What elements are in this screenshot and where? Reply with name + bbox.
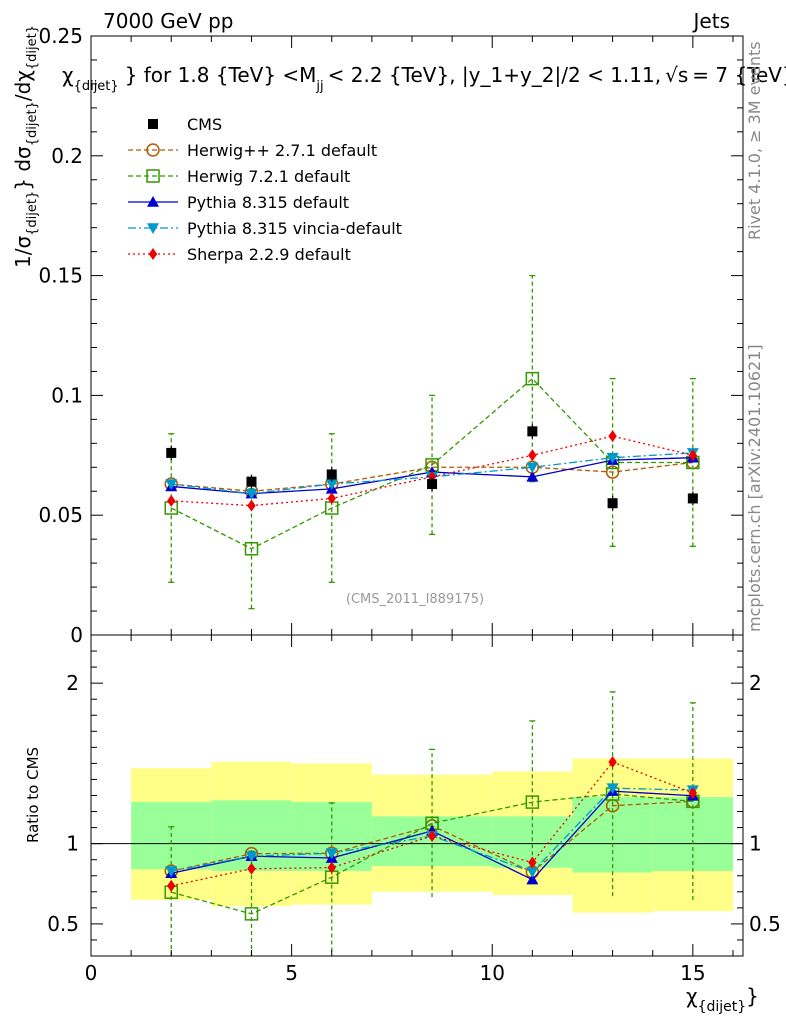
data-point [245,488,258,500]
data-point [526,462,539,474]
y-tick-label: 0 [70,623,83,647]
xlabel-brace: } [746,984,759,1008]
cms-point [687,493,698,504]
ylabel-c-sub: {dijet} [25,25,40,70]
energy-label: 7000 GeV pp [103,9,234,33]
data-point [325,479,338,491]
axes: 0 5 10 15 0 0.05 0.1 0.15 0.2 0.25 0.5 0.5 1 1 2 2 [38,24,780,985]
ratio-tick-label-right: 0.5 [749,912,781,936]
y-tick-label: 0.25 [38,24,83,48]
ratio-point [688,786,698,799]
cms-point [527,426,538,437]
data-point [528,449,537,462]
legend-marker [148,248,158,260]
data-point [327,492,336,505]
ratio-point [245,851,258,863]
data-point [525,371,540,386]
ratio-point [606,783,619,795]
title-chi: χ [62,63,74,87]
legend-marker [146,169,160,183]
legend-marker [147,223,159,234]
cms-point [427,479,438,490]
ylabel-b: dσ [11,146,35,178]
ratio-tick-label-left: 0.5 [47,912,79,936]
x-tick-label: 10 [480,961,505,985]
title-tail: = 7 {TeV} [692,63,786,87]
ratio-point [325,848,338,860]
ylabel-a: 1/σ [11,236,35,268]
ylabel-b-sub: {dijet} [25,101,40,146]
data-point [688,449,698,462]
ratio-point [327,861,336,874]
main-plot [164,274,700,610]
data-point [244,541,259,556]
y-tick-label: 0.2 [51,144,83,168]
ylabel-d: } [11,178,35,191]
ratio-point [247,862,256,875]
title-rest: < 2.2 {TeV}, |y_1+y_2|/2 < 1.11, [328,63,661,87]
legend-marker [147,196,159,207]
ratio-plot [91,691,743,956]
x-tick-label: 0 [85,961,98,985]
y-axis-label: 1/σ{dijet}} dσ{dijet}/dχ{dijet} [11,25,40,268]
legend-label: CMS [187,115,222,134]
x-axis-label: χ{dijet}} [686,984,759,1015]
cms-point [607,498,618,509]
x-tick-label: 5 [285,961,298,985]
ratio-tick-label-right: 1 [749,832,762,856]
ratio-point [427,830,437,843]
plot-title: χ{dijet} } for 1.8 {TeV} <Mjj < 2.2 {TeV},… [62,63,786,94]
data-point [526,470,539,482]
ylabel-a-sub: {dijet} [25,191,40,236]
data-point [165,479,178,491]
x-tick-label: 15 [680,961,705,985]
legend-marker [146,143,160,157]
rivet-label: Rivet 4.1.0, ≥ 3M events [745,41,764,240]
cms-point [246,476,257,487]
ratio-point [608,755,617,768]
ratio-tick-label-left: 1 [66,832,79,856]
analysis-watermark: (CMS_2011_I889175) [346,592,484,607]
data-point [167,494,176,507]
ylabel-c: /dχ [11,70,35,101]
title-main: } for 1.8 {TeV} <M [125,63,317,87]
mcplots-label: mcplots.cern.ch [arXiv:2401.10621] [745,344,764,632]
ratio-point [526,867,539,878]
cms-point [166,447,177,458]
data-point [608,430,617,443]
y-tick-label: 0.05 [38,503,83,527]
data-point [606,452,619,464]
xlabel-sub: {dijet} [698,999,747,1015]
xlabel-chi: χ [686,984,698,1008]
ratio-point [244,907,259,921]
data-point [247,499,256,512]
category-label: Jets [692,9,730,33]
title-sqrt: √s [665,63,688,87]
ratio-point [167,879,176,892]
ratio-point [528,856,537,869]
y-tick-label: 0.1 [51,383,83,407]
legend: CMS Herwig++ 2.7.1 default Herwig 7.2.1 de… [128,115,402,264]
title-mjj-sub: jj [315,79,323,94]
y-tick-label: 0.15 [38,264,83,288]
legend-label: Herwig 7.2.1 default [187,167,350,186]
ratio-y-axis-label: Ratio to CMS [24,747,42,843]
legend-marker [148,119,158,129]
legend-label: Pythia 8.315 vincia-default [187,219,402,238]
cms-point [326,469,337,480]
ratio-point [526,873,539,885]
legend-label: Sherpa 2.2.9 default [187,245,351,264]
ratio-point [525,795,540,809]
legend-label: Pythia 8.315 default [187,193,349,212]
legend-label: Herwig++ 2.7.1 default [187,141,377,160]
title-chi-sub: {dijet} [74,79,119,94]
ratio-tick-label-right: 2 [749,671,762,695]
ratio-tick-label-left: 2 [66,671,79,695]
ratio-point [165,866,178,878]
